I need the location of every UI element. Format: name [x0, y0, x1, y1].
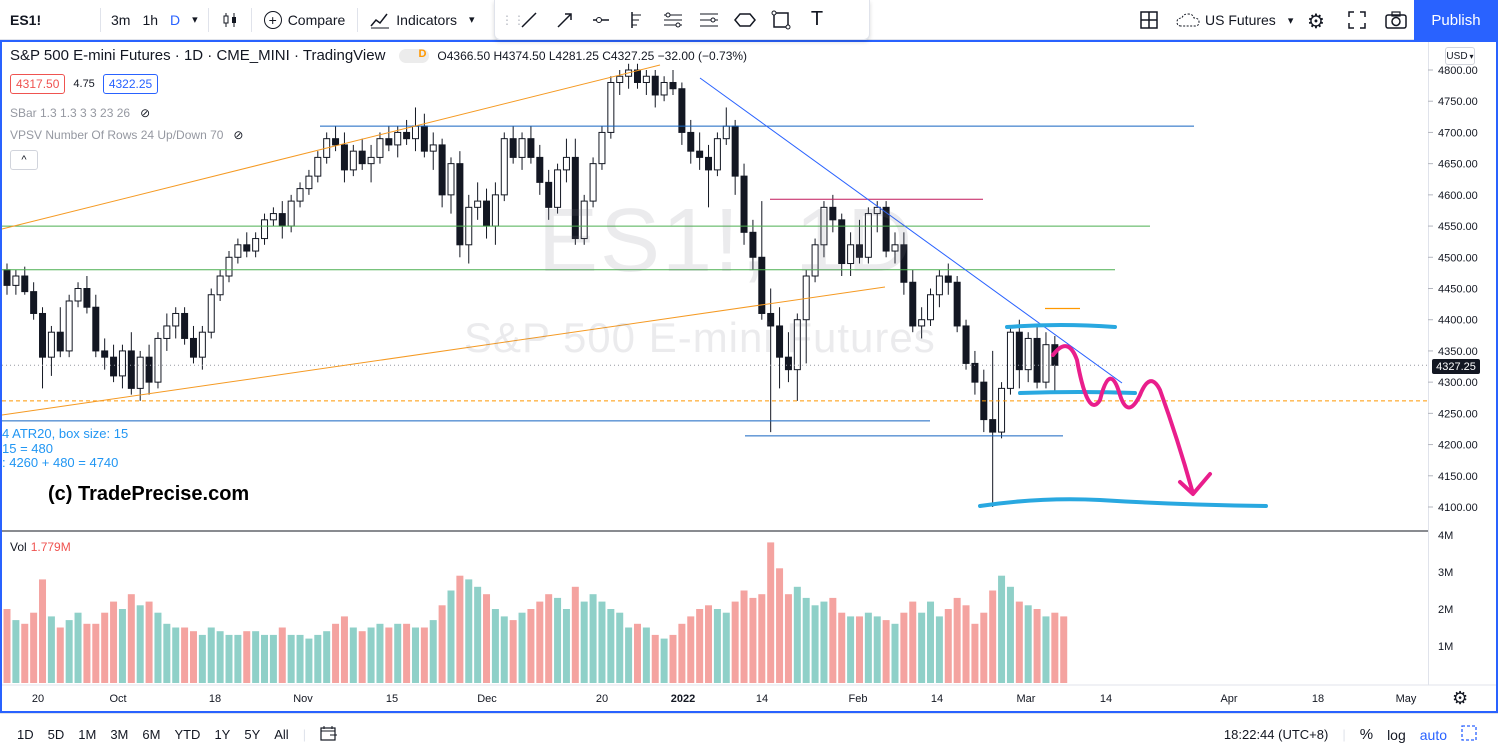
- high-value: H4374.50: [493, 48, 546, 63]
- chevron-down-icon: ▾: [468, 14, 475, 26]
- compare-button[interactable]: + Compare: [256, 0, 354, 40]
- indicator-sbar-label: SBar 1.3 1.3 3 3 23 26: [10, 106, 131, 120]
- clock-timezone[interactable]: 18:22:44 (UTC+8): [1223, 727, 1329, 742]
- range-all-button[interactable]: All: [274, 727, 289, 742]
- indicator-sbar[interactable]: SBar 1.3 1.3 3 3 23 26 ⊘: [10, 106, 150, 120]
- arrow-tool-icon[interactable]: [547, 4, 583, 36]
- fullscreen-icon[interactable]: [1347, 10, 1367, 35]
- market-label: US Futures: [1205, 12, 1276, 28]
- eye-hidden-icon[interactable]: ⊘: [140, 106, 151, 120]
- price-range-tool-icon[interactable]: [619, 4, 655, 36]
- change-value: −32.00 (−0.73%): [657, 48, 748, 63]
- eye-hidden-icon[interactable]: ⊘: [233, 128, 244, 142]
- pnf-note-line: 4 ATR20, box size: 15: [2, 426, 129, 441]
- log-scale-toggle[interactable]: log: [1387, 726, 1406, 743]
- description-watermark: S&P 500 E-mini Futures: [464, 314, 936, 361]
- indicators-label: Indicators: [396, 11, 457, 28]
- last-price-label: 4327.25: [1432, 359, 1480, 374]
- fullscreen-toggle-icon[interactable]: [1454, 725, 1484, 744]
- range-1m-button[interactable]: 1M: [78, 727, 97, 742]
- plus-circle-icon: +: [263, 10, 282, 29]
- indicator-vpsv[interactable]: VPSV Number Of Rows 24 Up/Down 70 ⊘: [10, 128, 243, 142]
- range-1y-button[interactable]: 1Y: [214, 727, 231, 742]
- bottom-toolbar: 1D 5D 1M 3M 6M YTD 1Y 5Y All | 18:22:44 …: [0, 713, 1498, 755]
- ohlc-values: O4366.50 H4374.50 L4281.25 C4327.25 −32.…: [437, 49, 747, 63]
- timeframe-d-button[interactable]: D: [170, 11, 181, 28]
- currency-button[interactable]: USD ▾: [1445, 47, 1475, 65]
- text-tool-icon[interactable]: T: [810, 8, 824, 30]
- rectangle-tool-icon[interactable]: [763, 4, 799, 36]
- toolbar-divider: [250, 7, 252, 32]
- volume-legend[interactable]: Vol 1.779M: [10, 540, 71, 554]
- close-value: C4327.25: [602, 48, 655, 63]
- toolbar-divider: [207, 7, 209, 32]
- collapse-legend-button[interactable]: ^: [10, 150, 38, 170]
- settings-gear-icon[interactable]: ⚙: [1307, 11, 1325, 33]
- chevron-down-icon: ▾: [1287, 14, 1294, 27]
- buy-price-button[interactable]: 4322.25: [102, 74, 159, 94]
- currency-label: USD: [1446, 50, 1468, 62]
- range-6m-button[interactable]: 6M: [142, 727, 161, 742]
- toolbar-divider: |: [302, 727, 307, 742]
- timeframe-dropdown-icon[interactable]: ▾: [192, 14, 198, 26]
- layout-grid-icon[interactable]: [1139, 10, 1159, 30]
- market-selector[interactable]: US Futures ▾: [1176, 0, 1293, 40]
- sell-price-button[interactable]: 4317.50: [10, 74, 66, 94]
- parallel-channel-tool-icon[interactable]: [655, 4, 691, 36]
- low-value: L4281.25: [548, 48, 599, 63]
- ellipse-tool-icon[interactable]: [727, 4, 763, 36]
- symbol-search-button[interactable]: ES1!: [10, 11, 42, 28]
- timeframe-3m-button[interactable]: 3m: [111, 11, 131, 28]
- legend-title[interactable]: S&P 500 E-mini Futures · 1D · CME_MINI ·…: [10, 47, 386, 64]
- bid-ask-row: 4317.50 4.75 4322.25: [10, 74, 159, 94]
- chart-legend: S&P 500 E-mini Futures · 1D · CME_MINI ·…: [10, 47, 747, 64]
- chevron-up-icon: ^: [21, 154, 27, 166]
- symbol-watermark: ES1!, 1D: [538, 191, 915, 291]
- horizontal-ray-tool-icon[interactable]: [583, 4, 619, 36]
- toolbar-divider: [357, 7, 359, 32]
- fib-retracement-tool-icon[interactable]: [691, 4, 727, 36]
- range-1d-button[interactable]: 1D: [17, 727, 34, 742]
- candlestick-type-icon[interactable]: [213, 0, 247, 40]
- spread-value: 4.75: [73, 78, 95, 90]
- drag-handle-icon[interactable]: ⋮⋮: [501, 12, 525, 27]
- indicators-button[interactable]: Indicators ▾: [362, 0, 482, 40]
- chart-settings-icon[interactable]: ⚙: [1452, 688, 1469, 708]
- range-5y-button[interactable]: 5Y: [244, 727, 261, 742]
- chart-area[interactable]: [0, 40, 1498, 713]
- copyright-text: (c) TradePrecise.com: [48, 483, 250, 505]
- pnf-note-line: 15 = 480: [2, 441, 53, 456]
- compare-label: Compare: [287, 11, 346, 28]
- range-ytd-button[interactable]: YTD: [174, 727, 201, 742]
- volume-label: Vol: [10, 540, 27, 554]
- pnf-note-line: : 4260 + 480 = 4740: [2, 455, 119, 470]
- indicator-vpsv-label: VPSV Number Of Rows 24 Up/Down 70: [10, 128, 224, 142]
- percent-scale-toggle[interactable]: %: [1359, 726, 1374, 743]
- drawing-toolbar: ⋮⋮ T: [494, 0, 870, 40]
- toolbar-divider: [100, 7, 101, 32]
- range-3m-button[interactable]: 3M: [110, 727, 129, 742]
- trend-line-tool-icon[interactable]: [511, 4, 547, 36]
- indicators-icon: [370, 13, 390, 28]
- cloud-icon: [1176, 13, 1200, 27]
- timeframe-1h-button[interactable]: 1h: [142, 11, 159, 28]
- auto-scale-toggle[interactable]: auto: [1419, 726, 1447, 743]
- data-status-pill[interactable]: [399, 48, 430, 63]
- goto-date-icon[interactable]: [313, 725, 345, 744]
- camera-snapshot-icon[interactable]: [1384, 10, 1408, 35]
- range-5d-button[interactable]: 5D: [47, 727, 65, 742]
- toolbar-divider: |: [1342, 727, 1346, 742]
- volume-value: 1.779M: [30, 540, 71, 554]
- open-value: O4366.50: [437, 48, 491, 63]
- publish-button[interactable]: Publish: [1414, 0, 1498, 40]
